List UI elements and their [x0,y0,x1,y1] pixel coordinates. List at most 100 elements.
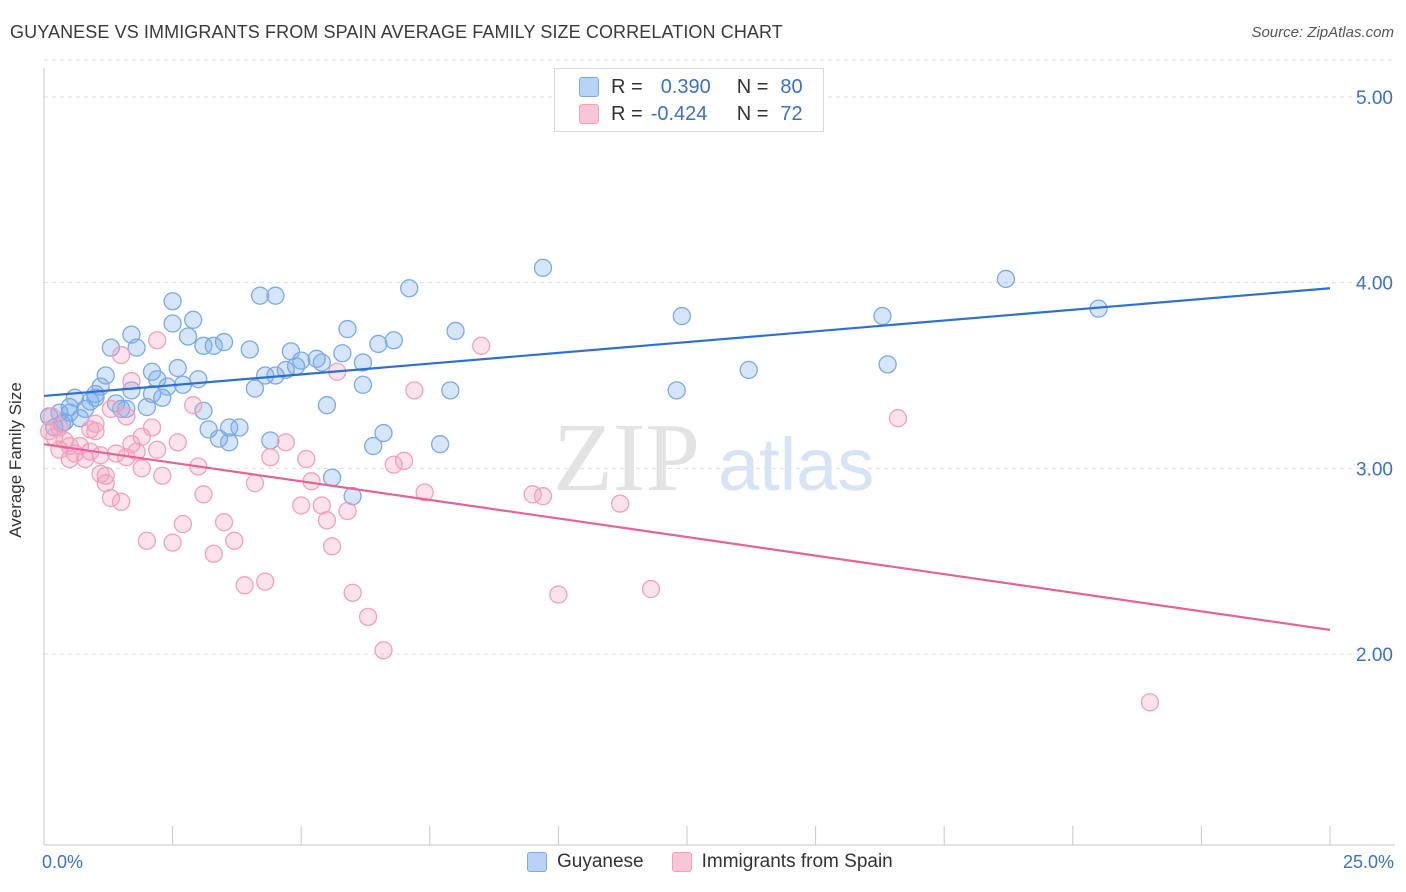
data-point [667,381,686,400]
data-point [245,379,265,398]
data-point [338,501,357,521]
x-tick-label-max: 25.0% [1342,852,1394,872]
data-point [101,488,121,508]
legend-n-label: N = [736,75,769,98]
legend-row-guyanese: R = 0.390 N = 80 [555,74,803,100]
series-immigrants-from-spain [39,331,1160,712]
data-point [312,353,331,372]
data-point [996,269,1016,289]
y-tick-labels: 2.00 3.00 4.00 5.00 [1356,88,1393,666]
data-point [163,533,182,552]
data-point [333,344,352,363]
data-point [394,451,414,471]
data-point [374,423,393,443]
data-point [163,292,182,311]
data-point [153,388,172,407]
data-point [533,258,553,277]
data-point [209,429,229,448]
legend-row-immigrants-from-spain: R = -0.424 N = 72 [555,101,803,127]
data-point [343,583,362,602]
data-point [117,407,136,426]
data-point [214,513,234,532]
data-point [235,576,254,595]
data-point [610,494,630,513]
data-point [400,279,419,298]
data-point [672,306,692,326]
bottom-legend: Guyanese Immigrants from Spain [527,851,921,873]
data-point [214,332,234,352]
data-point [292,496,311,515]
legend-r-value: -0.424 [650,102,708,125]
data-point [353,375,373,394]
data-point [322,537,342,556]
trend-line-immigrants-from-spain [43,443,1331,631]
data-point [369,334,388,354]
data-point [204,336,223,355]
data-point [888,409,908,428]
data-point [230,418,249,437]
data-point [112,492,131,511]
data-point [153,466,172,485]
watermark: ZIP atlas [553,404,874,512]
data-point [178,327,198,346]
data-point [86,422,105,441]
data-point [220,418,239,437]
data-point [194,336,213,355]
data-point [446,321,465,341]
data-point [256,572,275,591]
data-point [184,396,203,415]
x-tick-label-min: 0.0% [42,852,84,872]
data-point [430,435,450,454]
data-point [322,468,342,487]
data-point [873,306,892,326]
data-point [384,331,403,350]
legend-swatch-guyanese [579,77,599,97]
data-point [338,319,357,339]
data-point [148,440,167,459]
data-point [415,483,434,502]
data-point [225,531,244,550]
data-point [173,514,193,534]
bottom-legend-swatch-immigrants-from-spain [671,852,692,872]
data-point [39,422,59,441]
data-point [117,399,136,419]
bottom-legend-swatch-guyanese [527,852,547,872]
data-point [240,340,259,359]
y-tick-label: 5.00 [1356,88,1393,109]
axes [43,68,1395,846]
chart-title: GUYANESE VS IMMIGRANTS FROM SPAIN AVERAG… [10,22,783,42]
bottom-legend-immigrants-from-spain: Immigrants from Spain [671,851,893,873]
data-point [86,414,105,433]
data-point [250,286,270,305]
data-point [60,397,79,417]
series-guyanese [39,258,1108,506]
data-point [878,355,897,374]
data-point [60,449,79,469]
data-point [220,433,239,452]
legend-r-value: 0.390 [660,75,711,98]
data-point [106,394,126,413]
data-point [405,381,424,400]
bottom-legend-guyanese: Guyanese [527,851,644,873]
data-point [261,448,280,467]
data-point [168,358,187,378]
legend-r-label: R = [611,102,643,125]
y-axis-label: Average Family Size [6,382,25,538]
data-point [101,399,121,419]
data-point [132,459,151,478]
legend-n-label: N = [736,102,769,125]
data-point [194,401,213,420]
data-point [91,446,110,465]
data-point [384,455,403,474]
y-tick-label: 4.00 [1356,274,1393,295]
trend-line-guyanese [43,287,1331,398]
data-point [96,366,115,385]
data-point [96,466,115,485]
data-point [1140,693,1160,712]
data-point [261,431,280,450]
data-point [112,345,131,365]
data-point [358,607,378,627]
data-point [292,351,311,370]
watermark-atlas: atlas [718,423,874,506]
